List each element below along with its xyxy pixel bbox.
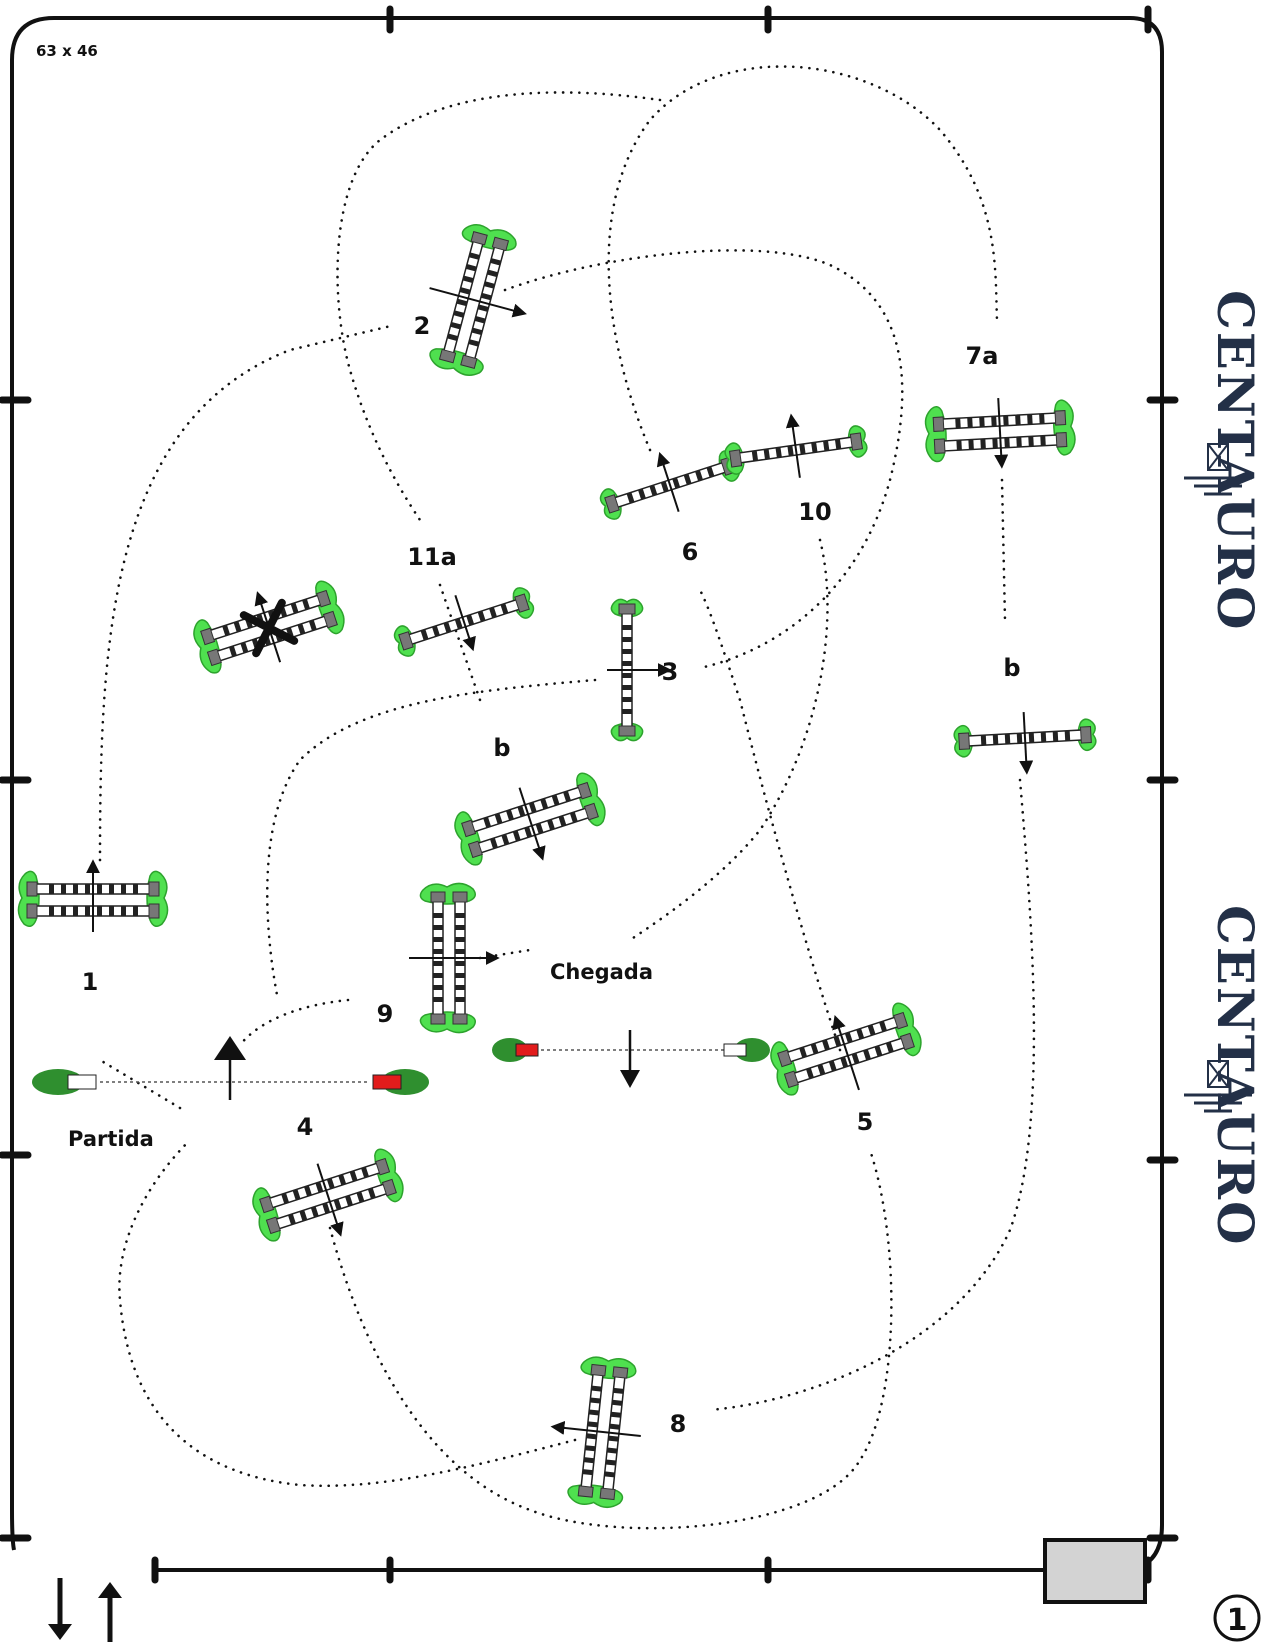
obstacle-7a: [924, 397, 1076, 469]
obstacle-11b: [449, 765, 614, 881]
label-7a: 7a: [966, 342, 999, 370]
label-2: 2: [414, 312, 431, 340]
obstacle-2: [410, 216, 527, 385]
obstacle-11a: [388, 574, 540, 671]
label-6: 6: [682, 538, 699, 566]
obstacle-10: [721, 413, 869, 478]
arena-border: [0, 5, 1179, 1584]
arena-dimensions: 63 x 46: [36, 42, 98, 60]
label-finish: Chegada: [550, 960, 653, 984]
label-11a: 11a: [407, 543, 457, 571]
plan-number-badge: 1: [1213, 1594, 1261, 1642]
knight-crest-icon: [1184, 1060, 1252, 1113]
obstacle-6: [593, 433, 746, 534]
label-8: 8: [670, 1410, 687, 1438]
judge-box: [1043, 1538, 1147, 1604]
label-11b: b: [493, 734, 510, 762]
svg-text:CENTAURO: CENTAURO: [1206, 905, 1263, 1247]
label-9: 9: [377, 1000, 394, 1028]
start-flag-right: [372, 1069, 429, 1095]
label-start: Partida: [68, 1127, 154, 1151]
label-1: 1: [82, 968, 99, 996]
sponsor-logo-top: CENTAURO: [1184, 290, 1263, 632]
label-5: 5: [857, 1108, 874, 1136]
finish-flag-right: [723, 1038, 770, 1062]
obstacle-3: [607, 599, 672, 740]
obstacle-4: [247, 1141, 412, 1257]
finish-flag-left: [492, 1038, 539, 1062]
course-track: [98, 65, 1036, 1530]
label-7b: b: [1003, 654, 1020, 682]
obstacle-9: [409, 883, 500, 1032]
entrance-arrows: [48, 1578, 122, 1642]
finish-line: [492, 1030, 770, 1088]
obstacle-labels: 1 2 3 4 5 6 7a b 8 9 10 11a b Partida Ch…: [68, 312, 1021, 1438]
obstacle-5: [765, 995, 930, 1113]
knight-crest-icon: [1184, 443, 1252, 496]
sponsor-logo-bottom: CENTAURO: [1184, 905, 1263, 1247]
obstacle-1: [18, 859, 167, 932]
start-flag-left: [32, 1069, 97, 1095]
label-10: 10: [798, 498, 831, 526]
obstacle-7b: [953, 711, 1097, 775]
label-4: 4: [297, 1113, 314, 1141]
start-line: [32, 1036, 429, 1100]
svg-text:1: 1: [1227, 1603, 1248, 1638]
obstacle-8: [550, 1353, 641, 1510]
label-3: 3: [662, 658, 679, 686]
obstacle-out-of-use: [187, 571, 351, 686]
